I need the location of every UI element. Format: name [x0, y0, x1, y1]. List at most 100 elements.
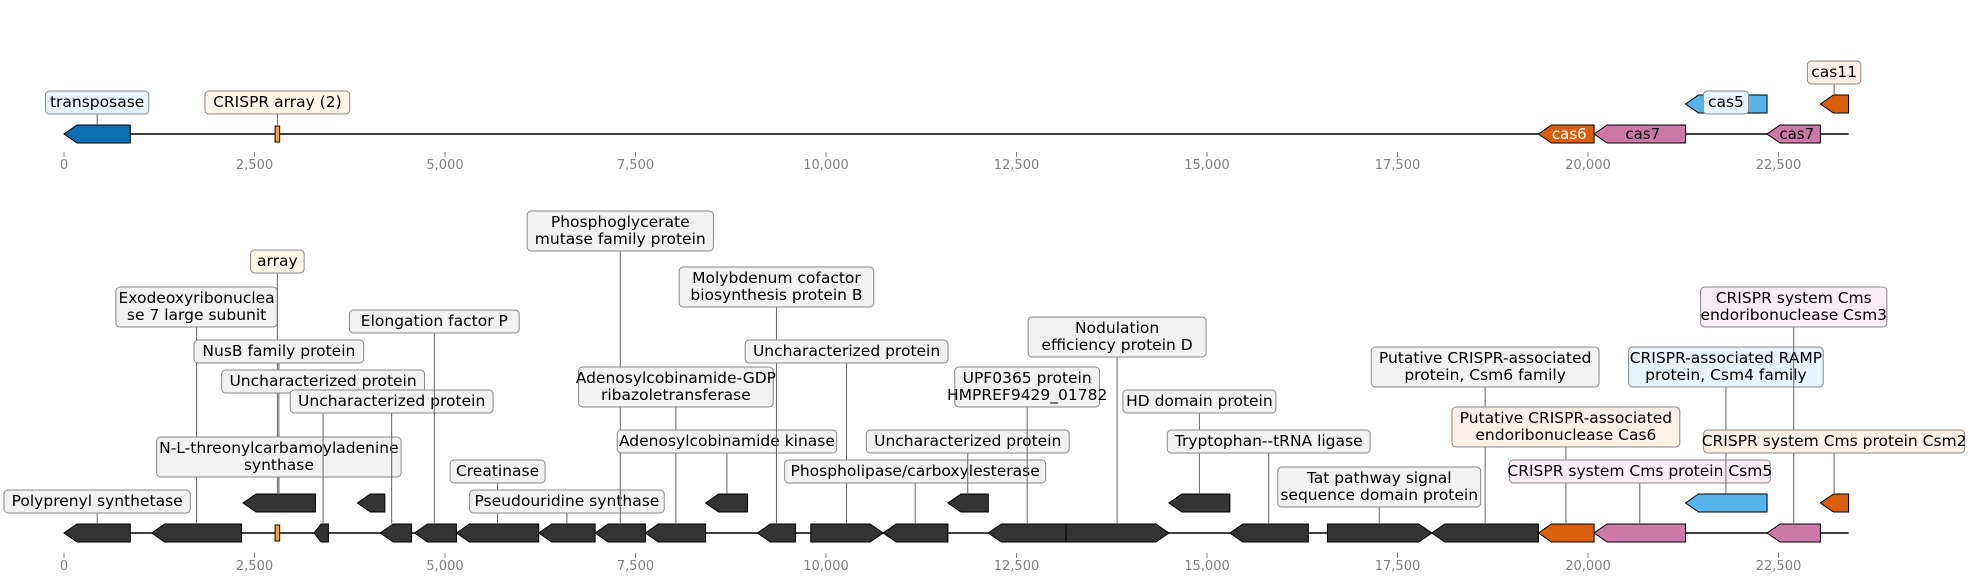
gene-arrow[interactable]	[455, 523, 540, 543]
axis-tick-label: 22,500	[1756, 158, 1802, 173]
gene-label-text: NusB family protein	[202, 342, 355, 360]
gene-label-box	[678, 266, 875, 308]
axis-tick-label: 2,500	[236, 158, 273, 173]
gene-label-box	[1702, 90, 1750, 115]
gene-label-box	[348, 309, 520, 334]
axis-tick-label: 10,000	[803, 158, 849, 173]
axis-tick-label: 5,000	[426, 158, 463, 173]
gene-label-text: CRISPR system Cms endoribonuclease Csm3	[1700, 289, 1887, 324]
gene-label-box	[469, 489, 665, 514]
gene-cas6[interactable]	[1537, 124, 1595, 144]
gene-label-box	[449, 459, 546, 484]
gene-label-box	[3, 489, 191, 514]
gene-label-text: Uncharacterized protein	[298, 392, 485, 410]
axis-tick-label: 2,500	[236, 559, 273, 574]
gene-arrow[interactable]	[63, 523, 131, 543]
gene-arrow[interactable]	[356, 493, 386, 513]
gene-arrow[interactable]	[1228, 523, 1309, 543]
axis-tick-label: 0	[60, 559, 68, 574]
gene-label-box	[526, 210, 714, 252]
gene-arrow[interactable]	[704, 493, 749, 513]
axis-tick-label: 5,000	[426, 559, 463, 574]
gene-label-text: CRISPR array (2)	[213, 93, 342, 111]
gene-label-text: Phospholipase/carboxylesterase	[791, 462, 1040, 480]
gene-label-box	[1451, 406, 1681, 448]
gene-arrow[interactable]	[1430, 523, 1539, 543]
gene-arrow[interactable]	[756, 523, 797, 543]
detail-track: 0 2,500 5,000 7,500 10,000 12,500 15,000 17,500…	[3, 210, 1967, 574]
gene-arrow[interactable]	[1326, 523, 1433, 543]
gene-label-text: Pseudouridine synthase	[474, 492, 659, 510]
gene-arrow[interactable]	[1065, 523, 1170, 543]
gene-label-box	[44, 90, 150, 115]
gene-label-text: N-L-threonylcarbamoyladenine synthase	[159, 439, 399, 474]
gene-label-box	[1370, 346, 1600, 388]
gene-label-text: Molybdenum cofactor biosynthesis protein …	[690, 269, 862, 304]
gene-inline-label: cas7	[1779, 125, 1814, 143]
gene-arrow[interactable]	[537, 523, 596, 543]
gene-arrow[interactable]	[987, 523, 1067, 543]
gene-label-text: Tat pathway signal sequence domain protei…	[1280, 469, 1478, 504]
gene-label-box	[1166, 429, 1371, 454]
gene-label-box	[954, 366, 1101, 408]
gene-label-box	[289, 389, 494, 414]
gene-arrow[interactable]	[810, 523, 885, 543]
gene-label-text: Adenosylcobinamide kinase	[619, 432, 835, 450]
gene-crispr[interactable]	[274, 125, 281, 143]
gene-label-text: Elongation factor P	[361, 312, 508, 330]
gene-label-box	[193, 339, 365, 364]
gene-arrow[interactable]	[644, 523, 707, 543]
gene-arrow[interactable]	[882, 523, 949, 543]
gene-cas7[interactable]	[1593, 124, 1687, 144]
gene-label-box	[865, 429, 1070, 454]
gene-label-box	[1700, 286, 1888, 328]
gene-label-box	[784, 459, 1047, 484]
gene-label-box	[1508, 459, 1771, 484]
gene-arrow[interactable]	[413, 523, 457, 543]
gene-cas5[interactable]	[1684, 493, 1768, 513]
gene-label-text: Uncharacterized protein	[229, 372, 416, 390]
gene-label-text: CRISPR-associated RAMP protein, Csm4 fami…	[1630, 349, 1822, 384]
gene-label-text: UPF0365 protein HMPREF9429_01782	[947, 369, 1107, 405]
gene-arrow[interactable]	[313, 523, 329, 543]
gene-label-box	[250, 249, 305, 274]
gene-label-text: array	[257, 252, 298, 270]
gene-arrow[interactable]	[594, 523, 646, 543]
gene-transposase[interactable]	[63, 124, 131, 144]
gene-label-box	[1628, 346, 1824, 388]
gene-cas6[interactable]	[1537, 523, 1595, 543]
gene-label-text: Phosphoglycerate mutase family protein	[535, 213, 706, 248]
axis-tick-label: 15,000	[1184, 158, 1230, 173]
gene-label-text: CRISPR system Cms protein Csm5	[1507, 462, 1772, 480]
gene-label-text: CRISPR system Cms protein Csm2	[1702, 432, 1967, 450]
gene-label-box	[744, 339, 949, 364]
gene-arrow[interactable]	[947, 493, 989, 513]
axis-tick-label: 15,000	[1184, 559, 1230, 574]
gene-label-text: cas5	[1708, 93, 1744, 111]
gene-label-text: Polyprenyl synthetase	[12, 492, 183, 510]
gene-label-box	[204, 90, 351, 115]
gene-crispr[interactable]	[274, 524, 281, 542]
gene-cas7[interactable]	[1593, 523, 1687, 543]
gene-cas11[interactable]	[1819, 493, 1850, 513]
gene-arrow[interactable]	[1168, 493, 1231, 513]
gene-cas7[interactable]	[1766, 523, 1821, 543]
gene-arrow[interactable]	[150, 523, 243, 543]
gene-label-box	[1277, 466, 1482, 508]
axis-tick-label: 20,000	[1565, 559, 1611, 574]
gene-label-box	[578, 366, 774, 408]
gene-label-text: cas11	[1811, 63, 1857, 81]
axis-tick-label: 7,500	[617, 559, 654, 574]
axis-tick-label: 10,000	[803, 559, 849, 574]
gene-arrow[interactable]	[379, 523, 412, 543]
gene-cas7[interactable]	[1766, 124, 1821, 144]
gene-inline-label: cas6	[1552, 125, 1587, 143]
gene-cas11[interactable]	[1819, 94, 1850, 114]
gene-arrow[interactable]	[242, 493, 316, 513]
axis-tick-label: 12,500	[994, 158, 1040, 173]
summary-track: 0 2,500 5,000 7,500 10,000 12,500 15,000 17,500…	[44, 60, 1862, 173]
gene-inline-label: cas7	[1625, 125, 1660, 143]
gene-label-text: Exodeoxyribonuclea se 7 large subunit	[118, 289, 274, 324]
gene-label-text: Tryptophan--tRNA ligase	[1174, 432, 1363, 450]
